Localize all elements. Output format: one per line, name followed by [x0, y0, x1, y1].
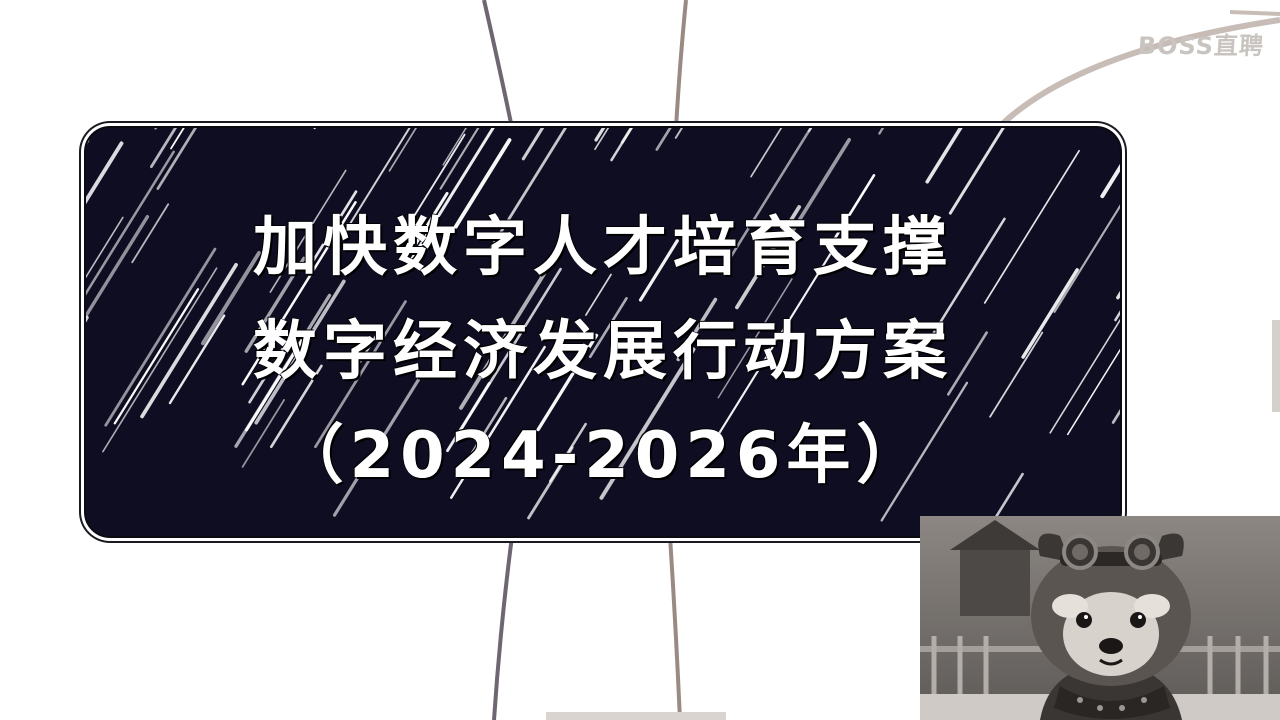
stripe-mark — [722, 128, 813, 271]
stripe-mark — [1100, 163, 1120, 199]
stripe-mark — [750, 128, 783, 178]
stripe-mark — [201, 250, 261, 346]
stripe-mark — [717, 278, 793, 399]
stripe-mark — [1111, 408, 1120, 424]
stripe-mark — [878, 128, 885, 135]
stripe-mark — [1066, 348, 1120, 436]
stripe-mark — [1053, 204, 1120, 313]
stripe-mark — [638, 239, 679, 302]
stripe-mark — [86, 214, 150, 319]
title-line-1: 加快数字人才培育支撑 — [253, 211, 953, 285]
stripe-mark — [140, 263, 238, 419]
stripe-mark — [439, 128, 480, 190]
stripe-mark — [404, 191, 449, 261]
stripe-mark — [254, 279, 346, 425]
stripe-mark — [989, 331, 1044, 418]
red-panda-avatar-icon — [920, 516, 1280, 720]
stripe-mark — [269, 169, 347, 293]
stripe-mark — [131, 203, 170, 264]
stripe-mark — [548, 422, 587, 483]
stripe-mark — [104, 247, 217, 427]
stripe-mark — [241, 201, 357, 386]
stripe-mark — [1049, 318, 1120, 434]
stripe-mark — [484, 128, 568, 257]
stripe-mark — [442, 128, 467, 166]
stripe-mark — [807, 128, 813, 133]
stripe-mark — [86, 216, 124, 279]
stripe-mark — [150, 128, 178, 169]
stripe-mark — [674, 128, 684, 139]
stripe-mark — [620, 128, 633, 144]
stripe-mark — [521, 128, 545, 161]
stripe-mark — [735, 205, 802, 310]
stripe-mark — [1021, 268, 1079, 359]
stripe-mark — [156, 128, 198, 190]
stripe-mark — [347, 128, 411, 229]
stripe-mark — [86, 128, 122, 147]
stripe-mark — [314, 300, 407, 449]
title-line-3: （2024-2026年） — [279, 419, 927, 493]
stripe-mark — [712, 246, 836, 444]
stripe-mark — [459, 247, 561, 410]
stripe-mark — [409, 133, 466, 223]
stripe-mark — [536, 333, 599, 432]
stripe-mark — [588, 297, 628, 359]
stripe-mark — [446, 381, 491, 453]
presenter-avatar — [920, 516, 1280, 720]
stripe-mark — [947, 331, 988, 396]
stripe-mark — [948, 128, 1005, 215]
title-card: 加快数字人才培育支撑 数字经济发展行动方案 （2024-2026年） — [84, 126, 1122, 538]
stripe-mark — [241, 399, 285, 468]
stripe-mark — [248, 335, 292, 404]
stripe-mark — [585, 273, 612, 316]
stripe-mark — [450, 345, 546, 499]
stripe-mark — [830, 174, 876, 244]
stripe-mark — [86, 150, 175, 296]
stripe-mark — [983, 149, 1080, 304]
stripe-mark — [655, 128, 672, 151]
stripe-mark — [86, 138, 90, 147]
stripe-mark — [332, 378, 421, 517]
stripe-mark — [462, 396, 508, 468]
bottom-strip — [546, 712, 726, 720]
title-block: 加快数字人才培育支撑 数字经济发展行动方案 （2024-2026年） — [86, 196, 1120, 508]
stripe-mark — [880, 381, 969, 522]
stripe-mark — [925, 128, 963, 184]
stripe-mark — [269, 364, 323, 449]
edge-strip — [1272, 320, 1280, 412]
stripe-mark — [306, 190, 358, 271]
stripe-mark — [234, 293, 332, 448]
stripe-mark — [244, 256, 306, 353]
stripe-mark — [926, 217, 1006, 345]
stripe-mark — [599, 347, 696, 500]
stripe-mark — [403, 128, 495, 272]
stripe-mark — [388, 128, 417, 172]
watermark-logo: BOSS直聘 — [1136, 32, 1265, 60]
diagonal-stripe-pattern — [86, 128, 1120, 534]
stripe-mark — [168, 314, 226, 405]
stripe-mark — [102, 267, 218, 453]
title-line-2: 数字经济发展行动方案 — [253, 315, 953, 389]
stripe-mark — [451, 138, 512, 232]
stripe-mark — [348, 327, 382, 381]
stripe-mark — [594, 128, 610, 151]
stripe-mark — [786, 137, 851, 240]
stripe-mark — [113, 288, 200, 425]
stripe-mark — [676, 297, 718, 362]
stripe-mark — [86, 141, 124, 205]
